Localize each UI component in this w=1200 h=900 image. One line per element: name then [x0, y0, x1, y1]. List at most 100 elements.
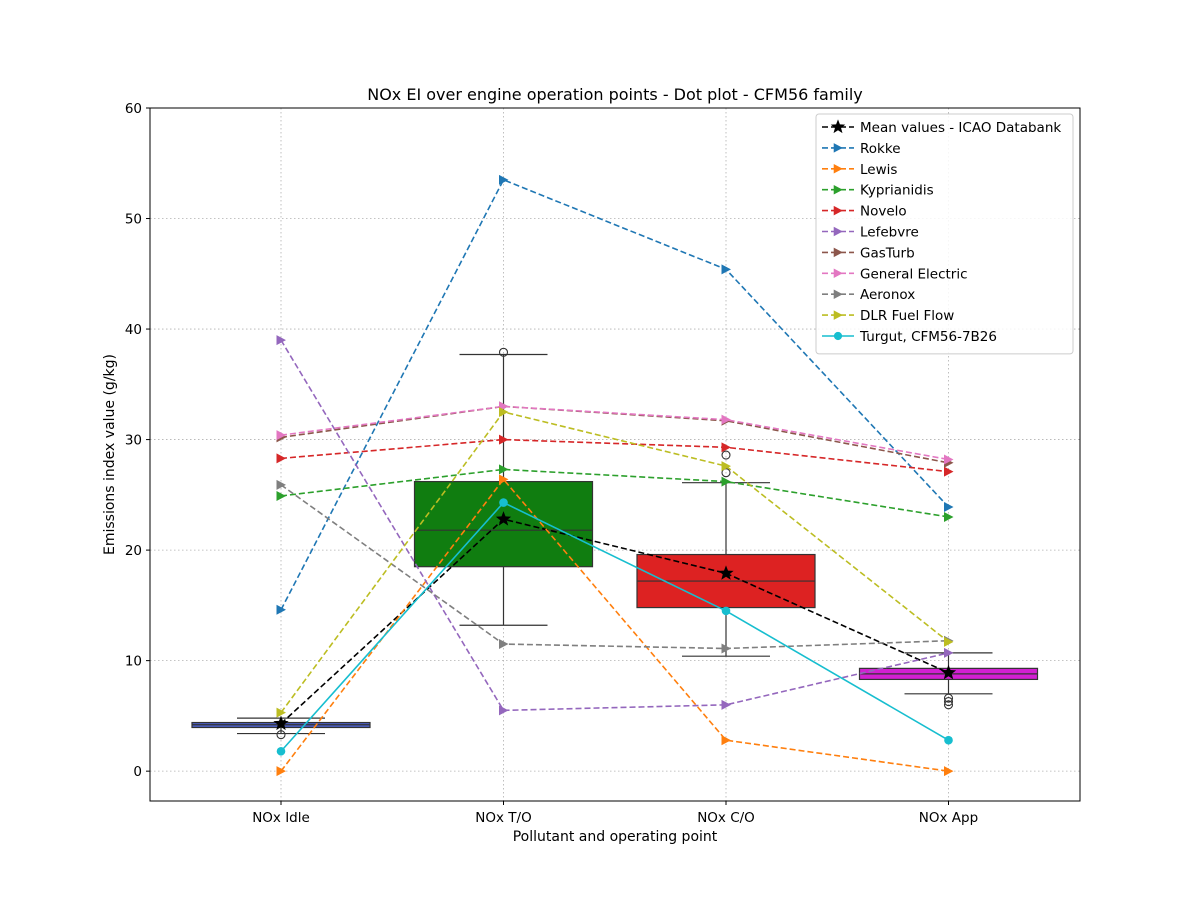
- series-gasturb: [276, 401, 954, 468]
- legend-label: General Electric: [860, 266, 968, 282]
- x-tick-label: NOx Idle: [252, 810, 310, 826]
- series-point: [499, 498, 508, 507]
- series-point: [273, 715, 289, 731]
- legend-label: DLR Fuel Flow: [860, 308, 954, 324]
- box-outlier: [498, 347, 509, 357]
- series-point: [276, 707, 286, 718]
- series-point: [944, 636, 954, 647]
- y-tick-label: 30: [125, 433, 142, 449]
- legend-marker: [833, 143, 843, 153]
- series-point: [499, 464, 509, 475]
- y-tick-label: 0: [133, 764, 142, 780]
- series-point: [721, 606, 731, 616]
- legend-label: Mean values - ICAO Databank: [860, 120, 1061, 136]
- series-line: [280, 405, 949, 461]
- series-point: [944, 766, 954, 777]
- series-mean-values-icao-databank: [273, 511, 957, 731]
- series-line: [280, 339, 949, 712]
- series-line: [280, 178, 950, 611]
- box-outlier: [943, 696, 954, 707]
- series-point: [721, 442, 731, 453]
- legend-marker: [833, 184, 843, 195]
- plot-frame: [149, 107, 1081, 802]
- legend: Mean values - ICAO Databank Rokke Lewis Kyp…: [815, 113, 1074, 355]
- series-line: [280, 484, 949, 650]
- series-point: [276, 479, 286, 490]
- series-point: [495, 511, 512, 526]
- series-point: [940, 664, 957, 680]
- box-outlier: [721, 468, 731, 478]
- series-line: [280, 501, 949, 752]
- series-point: [721, 643, 731, 654]
- box-outlier: [943, 693, 954, 703]
- series-point: [944, 502, 954, 512]
- y-tick-label: 60: [125, 101, 142, 117]
- legend-label: Novelo: [860, 204, 907, 220]
- series-point: [718, 565, 734, 580]
- series-point: [276, 746, 286, 756]
- legend-marker: [833, 164, 843, 174]
- series-line: [280, 518, 949, 725]
- series-lefebvre: [276, 335, 954, 716]
- series-point: [721, 264, 731, 275]
- series-point: [944, 454, 954, 465]
- legend-label: Lefebvre: [860, 225, 919, 241]
- series-point: [276, 490, 286, 501]
- series-general-electric: [276, 401, 954, 465]
- series-point: [276, 604, 286, 615]
- legend-label: GasTurb: [860, 245, 915, 261]
- legend-marker: [833, 268, 843, 279]
- y-tick-label: 10: [125, 654, 142, 670]
- legend-label: Rokke: [860, 141, 901, 157]
- y-tick-label: 40: [125, 322, 142, 338]
- series-point: [944, 735, 953, 745]
- y-tick-label: 20: [125, 543, 142, 559]
- series-point: [499, 639, 509, 650]
- x-tick-label: NOx C/O: [697, 810, 755, 826]
- legend-marker: [833, 331, 843, 341]
- series-point: [721, 414, 731, 425]
- legend-marker: [833, 247, 843, 258]
- series-turgut-cfm56-7b26: [276, 498, 953, 756]
- series-line: [280, 438, 949, 473]
- series-point: [276, 453, 286, 464]
- y-tick-label: 50: [125, 212, 142, 228]
- series-point: [499, 174, 509, 185]
- x-tick-label: NOx App: [919, 810, 978, 826]
- series-point: [721, 476, 731, 487]
- chart-title: NOx EI over engine operation points - Do…: [367, 85, 863, 104]
- legend-marker: [833, 310, 843, 320]
- box-outlier: [943, 700, 954, 710]
- series-lines: [273, 174, 957, 777]
- legend-marker: [833, 205, 843, 216]
- series-point: [499, 474, 509, 485]
- box-iqr: [413, 480, 594, 568]
- box-outlier: [721, 450, 731, 460]
- series-point: [499, 705, 509, 716]
- legend-marker: [833, 226, 843, 237]
- box-outlier: [276, 730, 286, 740]
- series-point: [944, 647, 954, 658]
- x-axis-label: Pollutant and operating point: [513, 829, 718, 845]
- y-axis-label: Emissions index value (g/kg): [102, 354, 118, 555]
- series-point: [276, 430, 286, 441]
- series-point: [499, 406, 509, 417]
- legend-marker: [830, 119, 846, 134]
- series-point: [276, 335, 286, 346]
- legend-marker: [833, 289, 843, 299]
- series-dlr-fuel-flow: [276, 406, 954, 718]
- series-point: [944, 466, 954, 477]
- series-point: [276, 766, 286, 777]
- box-plot: [858, 652, 1039, 710]
- series-line: [280, 411, 949, 714]
- legend-box: [815, 113, 1074, 355]
- series-line: [280, 468, 949, 518]
- axis-ticks: 0 10 20 30 40 50 60 NOx Idle NOx T/O NOx C/O NOx A…: [125, 101, 978, 826]
- series-lewis: [276, 474, 954, 777]
- series-point: [721, 699, 731, 710]
- series-novelo: [276, 434, 954, 477]
- series-rokke: [276, 174, 954, 615]
- series-kyprianidis: [276, 464, 954, 522]
- legend-label: Aeronox: [860, 287, 915, 303]
